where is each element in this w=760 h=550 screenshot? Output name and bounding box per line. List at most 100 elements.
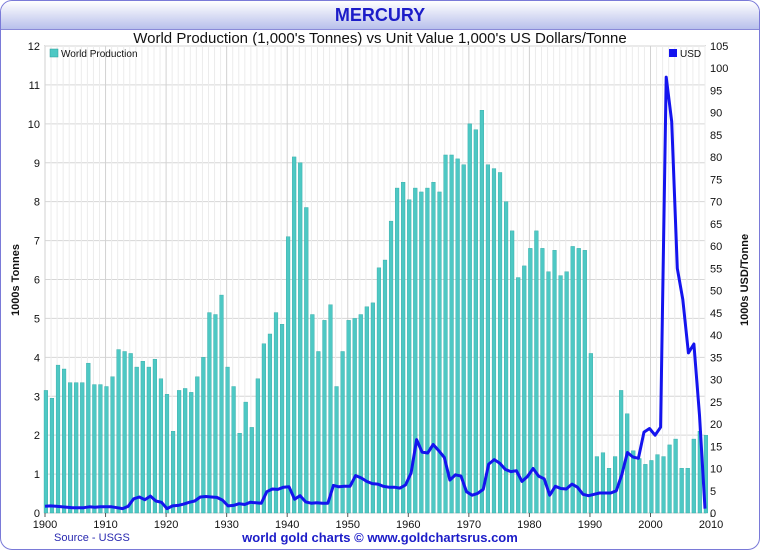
bar	[522, 265, 527, 514]
bar	[401, 182, 406, 514]
bar	[346, 320, 351, 514]
y-right-tick-label: 0	[710, 508, 716, 520]
bar	[128, 353, 133, 514]
x-tick-label: 1950	[336, 519, 360, 531]
bar	[576, 248, 581, 514]
bar	[316, 351, 321, 514]
bar	[98, 384, 103, 514]
x-tick-label: 1920	[154, 519, 178, 531]
y-right-tick-label: 35	[710, 352, 722, 364]
bar	[431, 182, 436, 514]
bar	[267, 333, 273, 514]
x-tick-label: 1980	[517, 519, 541, 531]
x-tick-label: 1930	[214, 519, 238, 531]
y-axis-right-title: 1000s USD/Tonne	[739, 234, 751, 326]
bar	[170, 431, 176, 514]
bar	[419, 191, 424, 514]
bar	[273, 312, 279, 514]
bar	[461, 164, 466, 514]
bar	[195, 376, 200, 514]
bar	[279, 324, 285, 514]
y-right-tick-label: 10	[710, 464, 722, 476]
y-left-tick-label: 2	[34, 430, 40, 442]
y-left-tick-label: 4	[34, 352, 40, 364]
bar	[298, 162, 303, 514]
bar	[322, 320, 327, 514]
bar	[667, 444, 672, 514]
bar	[116, 349, 121, 514]
bar	[516, 277, 521, 514]
bar	[637, 458, 642, 514]
bar	[140, 361, 145, 514]
bar	[479, 110, 484, 514]
bar	[352, 318, 357, 514]
legend-label-usd: USD	[680, 49, 701, 60]
bar	[631, 450, 636, 514]
bar	[594, 456, 599, 514]
bar	[546, 271, 551, 514]
y-left-tick-label: 10	[28, 119, 40, 131]
bar	[134, 366, 139, 514]
bar	[673, 438, 678, 514]
x-tick-label: 2010	[699, 519, 723, 531]
legend-swatch-usd	[669, 49, 677, 57]
y-right-tick-label: 80	[710, 152, 722, 164]
bar	[340, 351, 345, 514]
bar	[68, 382, 73, 514]
bar	[395, 187, 400, 514]
bar	[304, 207, 309, 514]
bar	[588, 353, 593, 514]
y-left-tick-label: 7	[34, 236, 40, 248]
bar	[177, 390, 182, 514]
bar	[80, 382, 85, 514]
y-left-tick-label: 11	[29, 80, 40, 92]
x-tick-label: 1970	[457, 519, 481, 531]
bar	[467, 123, 472, 514]
bar	[152, 359, 157, 514]
bar	[370, 302, 375, 514]
bar	[207, 312, 212, 514]
bar	[619, 390, 624, 514]
title-bar: MERCURY	[1, 1, 759, 30]
bar	[61, 368, 67, 514]
bar	[183, 388, 188, 514]
bar	[497, 172, 503, 514]
bar	[600, 452, 606, 514]
bar-series	[43, 110, 708, 514]
bar	[425, 187, 430, 514]
y-right-tick-label: 55	[710, 263, 722, 275]
x-tick-label: 1960	[396, 519, 420, 531]
y-right-tick-label: 90	[710, 108, 722, 120]
y-right-tick-label: 65	[710, 219, 722, 231]
chart-title: MERCURY	[334, 5, 426, 25]
bar	[655, 454, 660, 514]
y-right-tick-label: 45	[710, 308, 722, 320]
bar	[691, 438, 696, 514]
y-right-tick-label: 105	[710, 41, 728, 53]
chart-subtitle: World Production (1,000's Tonnes) vs Uni…	[133, 30, 627, 47]
bar	[649, 460, 654, 514]
bar	[255, 378, 260, 514]
y-right-tick-label: 85	[710, 130, 722, 142]
legend-left: World Production	[49, 48, 138, 60]
y-left-tick-label: 3	[34, 391, 40, 403]
bar	[292, 156, 297, 514]
x-tick-label: 1900	[33, 519, 57, 531]
bar	[540, 248, 545, 514]
y-right-tick-label: 40	[710, 330, 722, 342]
y-left-tick-label: 5	[34, 313, 40, 325]
y-left-tick-label: 6	[34, 275, 40, 287]
y-left-tick-label: 9	[34, 158, 40, 170]
bar	[606, 468, 612, 514]
x-tick-label: 1990	[578, 519, 602, 531]
y-axis-left-title: 1000s Tonnes	[10, 244, 22, 316]
bar	[225, 366, 230, 514]
bar	[685, 468, 690, 514]
bar	[564, 271, 569, 514]
bar	[310, 314, 315, 514]
y-right-tick-label: 60	[710, 241, 722, 253]
bar	[286, 236, 291, 514]
y-left-tick-label: 8	[34, 197, 40, 209]
